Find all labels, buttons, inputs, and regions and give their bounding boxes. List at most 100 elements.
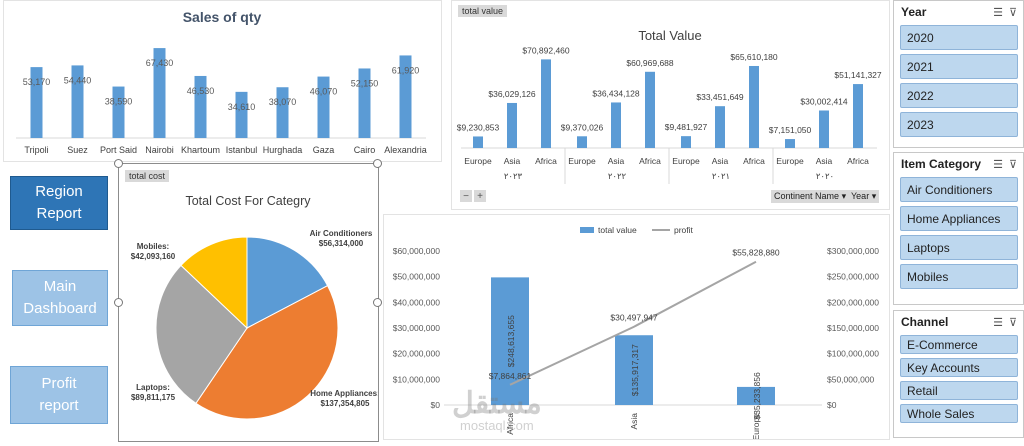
year-group-label: ٢٠٢٢: [608, 171, 627, 181]
legend-label-total-value: total value: [598, 225, 637, 235]
region-report-label: Region Report: [35, 183, 83, 222]
category-label: Asia: [608, 156, 625, 166]
category-item-air-conditioners[interactable]: Air Conditioners: [900, 177, 1018, 202]
bar-cairo: [358, 68, 371, 138]
cost-category-panel[interactable]: total cost Total Cost For Categry Air Con…: [118, 163, 380, 442]
data-label: 38,070: [269, 97, 297, 107]
year-slicer: Year ☰ ⊽ 2020 2021 2022 2023: [893, 0, 1024, 148]
channel-slicer: Channel ☰ ⊽ E-Commerce Key Accounts Retai…: [893, 310, 1024, 438]
channel-item-key-accounts[interactable]: Key Accounts: [900, 358, 1018, 377]
slice-home-appliances: [195, 284, 339, 420]
total-cost-tag: total cost: [125, 170, 170, 182]
slice-label-name: Home Appliances:: [310, 389, 378, 398]
bar-hurghada: [276, 87, 289, 138]
y-left-tick: $20,000,000: [393, 349, 441, 359]
y-left-tick: $60,000,000: [393, 246, 441, 256]
dropdown-arrow-icon: ▾: [871, 191, 877, 201]
bar-europe: [577, 136, 587, 148]
y-right-tick: $100,000,000: [827, 349, 879, 359]
category-label: Istanbul: [226, 145, 258, 155]
expand-button[interactable]: +: [474, 190, 486, 202]
data-label: $36,434,128: [592, 88, 640, 98]
pivot-collapse-buttons: − +: [460, 190, 486, 202]
y-left-tick: $40,000,000: [393, 297, 441, 307]
data-label: 52,150: [351, 78, 379, 88]
profit-report-button[interactable]: Profit report: [10, 366, 108, 424]
category-item-laptops[interactable]: Laptops: [900, 235, 1018, 260]
category-label: Asia: [712, 156, 729, 166]
continent-field-button[interactable]: Continent Name ▾: [771, 190, 850, 203]
category-item-mobiles[interactable]: Mobiles: [900, 264, 1018, 289]
year-item-2021[interactable]: 2021: [900, 54, 1018, 79]
data-label: $65,610,180: [730, 52, 778, 62]
main-dashboard-label: Main Dashboard: [23, 278, 97, 317]
resize-handle-middle-left[interactable]: [114, 298, 123, 307]
slice-label-name: Air Conditioners: [310, 229, 373, 238]
category-slicer-title: Item Category: [901, 157, 982, 171]
data-label: 54,440: [64, 75, 92, 85]
category-label: Europe: [751, 413, 761, 439]
category-label: Suez: [67, 145, 88, 155]
category-label: Asia: [629, 413, 639, 430]
collapse-button[interactable]: −: [460, 190, 472, 202]
year-field-button[interactable]: Year ▾: [848, 190, 880, 203]
category-label: Europe: [568, 156, 596, 166]
data-label: 34,610: [228, 102, 256, 112]
bar-port-said: [112, 86, 125, 138]
channel-item-retail[interactable]: Retail: [900, 381, 1018, 400]
data-label: $60,969,688: [626, 58, 674, 68]
clear-filter-icon[interactable]: ⊽: [1008, 158, 1017, 171]
year-item-2022[interactable]: 2022: [900, 83, 1018, 108]
watermark-latin: mostaql.com: [460, 418, 534, 433]
resize-handle-top-right[interactable]: [373, 159, 382, 168]
data-label: 61,920: [392, 65, 420, 75]
category-label: Asia: [816, 156, 833, 166]
category-label: Alexandria: [384, 145, 427, 155]
category-slicer-header: Item Category ☰ ⊽: [894, 153, 1023, 173]
profit-line: [509, 260, 757, 386]
category-item-home-appliances[interactable]: Home Appliances: [900, 206, 1018, 231]
slice-label-value: $89,811,175: [131, 393, 176, 402]
y-left-tick: $0: [431, 400, 441, 410]
bar-data-label: $135,917,317: [630, 344, 640, 396]
channel-item-e-commerce[interactable]: E-Commerce: [900, 335, 1018, 354]
channel-item-whole-sales[interactable]: Whole Sales: [900, 404, 1018, 423]
region-report-button[interactable]: Region Report: [10, 176, 108, 230]
slice-label-name: Mobiles:: [137, 242, 169, 251]
watermark-logo: مستقل mostaql.com: [452, 387, 542, 433]
legend-label-profit: profit: [674, 225, 694, 235]
year-item-2020[interactable]: 2020: [900, 25, 1018, 50]
total-value-tag: total value: [458, 5, 508, 17]
resize-handle-middle-right[interactable]: [373, 298, 382, 307]
data-label: $36,029,126: [488, 89, 536, 99]
channel-slicer-header: Channel ☰ ⊽: [894, 311, 1023, 331]
data-label: $9,481,927: [665, 122, 708, 132]
clear-filter-icon[interactable]: ⊽: [1008, 6, 1017, 19]
main-dashboard-button[interactable]: Main Dashboard: [12, 270, 108, 326]
bar-europe: [785, 139, 795, 148]
multi-select-icon[interactable]: ☰: [993, 316, 1003, 329]
profit-data-label: $7,864,861: [489, 371, 532, 381]
y-right-tick: $200,000,000: [827, 297, 879, 307]
bar-africa: [749, 65, 759, 148]
total-value-title: Total Value: [638, 28, 701, 43]
legend-swatch-total-value: [580, 227, 594, 233]
category-label: Europe: [776, 156, 804, 166]
slice-label-value: $56,314,000: [319, 239, 364, 248]
slice-mobiles: [180, 236, 248, 330]
sales-qty-title: Sales of qty: [183, 9, 262, 25]
slice-label-value: $137,354,805: [321, 399, 370, 408]
y-right-tick: $50,000,000: [827, 374, 875, 384]
category-label: Africa: [535, 156, 557, 166]
clear-filter-icon[interactable]: ⊽: [1008, 316, 1017, 329]
resize-handle-top-left[interactable]: [114, 159, 123, 168]
continent-field-label: Continent Name: [774, 191, 840, 201]
y-left-tick: $10,000,000: [393, 374, 441, 384]
multi-select-icon[interactable]: ☰: [993, 158, 1003, 171]
y-left-tick: $50,000,000: [393, 272, 441, 282]
multi-select-icon[interactable]: ☰: [993, 6, 1003, 19]
year-item-2023[interactable]: 2023: [900, 112, 1018, 137]
y-right-tick: $300,000,000: [827, 246, 879, 256]
bar-africa: [645, 71, 655, 148]
watermark-arabic: مستقل: [452, 387, 542, 420]
